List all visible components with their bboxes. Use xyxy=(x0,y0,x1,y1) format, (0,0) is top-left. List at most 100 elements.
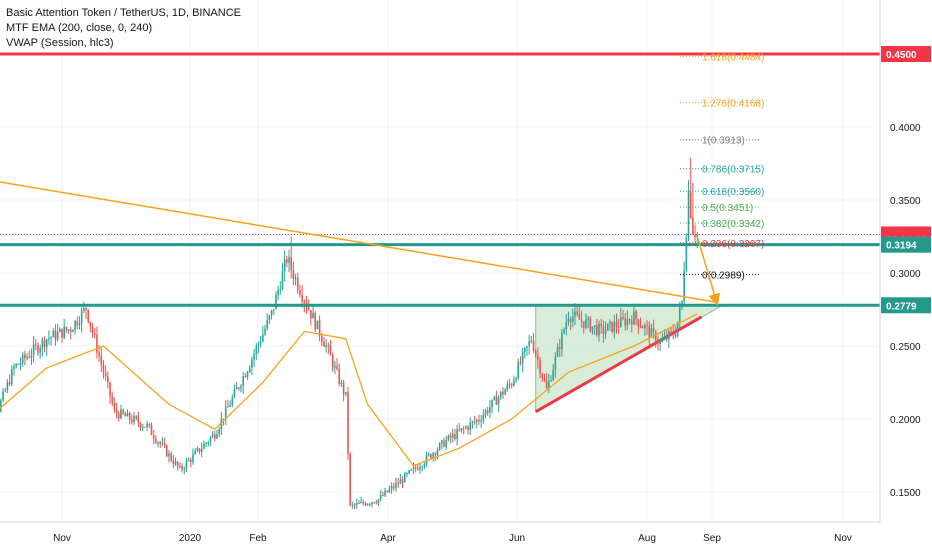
candle-body xyxy=(72,330,74,333)
candle-body xyxy=(21,354,24,364)
candle-body xyxy=(508,384,511,386)
candle-body xyxy=(268,315,271,320)
candle-body xyxy=(493,396,496,400)
price-axis[interactable]: 0.4000 0.3500 0.3000 0.2500 0.2000 0.1500 0.45… xyxy=(879,0,932,550)
candle-body xyxy=(556,347,559,357)
candle-body xyxy=(107,376,109,383)
fib-extension[interactable]: 1.618(0.4484) 1.276(0.4168) 1(0.3913) 0.786… xyxy=(680,52,764,282)
time-axis[interactable]: Nov 2020 Feb Apr Jun Aug Sep Nov xyxy=(0,521,880,544)
candle-body xyxy=(163,443,166,446)
candle-body xyxy=(139,423,142,428)
time-tick-label: 2020 xyxy=(179,533,202,544)
candle-body xyxy=(678,307,681,322)
price-tick-label: 0.1500 xyxy=(890,488,921,499)
candle-body xyxy=(563,329,565,333)
candle-body xyxy=(96,334,98,353)
time-tick-label: Nov xyxy=(53,533,71,544)
candle-body xyxy=(214,434,216,439)
candle-body xyxy=(451,433,454,438)
candle-body xyxy=(576,311,578,315)
price-label-box xyxy=(881,46,931,62)
vwap-indicator-label[interactable]: VWAP (Session, hlc3) xyxy=(6,37,114,49)
candle-body xyxy=(316,320,319,330)
candle-body xyxy=(593,325,596,327)
candle-body xyxy=(626,319,629,326)
candle-body xyxy=(628,319,631,321)
candle-body xyxy=(558,347,561,350)
price-label-text: 0.4500 xyxy=(886,50,917,61)
candle-body xyxy=(4,390,7,392)
candle-body xyxy=(98,352,100,356)
candle-body xyxy=(528,341,530,347)
candle-body xyxy=(257,343,260,347)
fib-level-label: 0.618(0.3560) xyxy=(702,187,764,198)
candle-body xyxy=(630,320,633,325)
candle-body xyxy=(674,334,677,337)
candle-body xyxy=(179,466,181,468)
candle-body xyxy=(366,503,369,506)
candle-body xyxy=(526,346,528,349)
candle-body xyxy=(360,501,362,504)
candle-body xyxy=(61,328,63,338)
candle-body xyxy=(325,345,327,347)
candle-body xyxy=(600,323,603,326)
candle-body xyxy=(534,351,537,356)
candle-body xyxy=(443,440,445,447)
fib-level-label: 1.618(0.4484) xyxy=(702,52,764,63)
candle-body xyxy=(17,364,20,366)
candle-body xyxy=(497,397,500,405)
candle-body xyxy=(229,404,231,407)
candle-body xyxy=(133,416,135,423)
candle-body xyxy=(532,340,535,352)
candle-body xyxy=(641,326,644,329)
candle-body xyxy=(548,380,550,389)
candle-body xyxy=(349,453,351,505)
candle-body xyxy=(375,502,378,504)
candle-body xyxy=(441,440,443,444)
candle-body xyxy=(13,366,15,370)
candle-body xyxy=(685,237,688,271)
candle-body xyxy=(277,290,279,295)
candle-body xyxy=(436,450,439,456)
candle-body xyxy=(495,396,498,405)
symbol-title[interactable]: Basic Attention Token / TetherUS, 1D, BI… xyxy=(6,7,241,19)
grid xyxy=(0,0,880,522)
candle-body xyxy=(403,473,406,483)
candle-body xyxy=(170,453,172,461)
candle-body xyxy=(235,387,238,390)
price-label-box xyxy=(881,236,931,253)
candle-body xyxy=(209,437,212,443)
candle-body xyxy=(598,323,600,336)
candle-body xyxy=(412,467,415,470)
candle-body xyxy=(211,434,214,438)
candle-body xyxy=(622,316,624,319)
candle-body xyxy=(654,331,657,344)
candle-body xyxy=(2,391,4,401)
candle-body xyxy=(45,339,48,348)
time-tick-label: Nov xyxy=(834,533,852,544)
candle-body xyxy=(299,290,301,296)
candle-body xyxy=(37,345,39,353)
candle-body xyxy=(692,217,694,235)
candle-body xyxy=(126,412,129,417)
candle-body xyxy=(596,325,598,336)
candle-body xyxy=(419,467,421,470)
horizontal-levels[interactable] xyxy=(0,52,880,307)
candle-body xyxy=(646,325,648,327)
ema-indicator-label[interactable]: MTF EMA (200, close, 0, 240) xyxy=(6,22,153,34)
candle-body xyxy=(146,423,148,428)
candle-body xyxy=(347,392,349,454)
candle-body xyxy=(565,322,568,330)
candle-body xyxy=(205,443,207,445)
candle-body xyxy=(338,368,341,384)
price-tick-label: 0.3000 xyxy=(890,269,921,280)
candle-body xyxy=(609,321,611,324)
candle-body xyxy=(353,504,356,506)
fib-level-label: 0.5(0.3451) xyxy=(702,203,753,214)
candle-body xyxy=(8,382,11,385)
candle-body xyxy=(176,461,179,467)
price-label-box xyxy=(881,297,931,314)
candle-body xyxy=(414,467,417,469)
candle-body xyxy=(6,382,9,391)
